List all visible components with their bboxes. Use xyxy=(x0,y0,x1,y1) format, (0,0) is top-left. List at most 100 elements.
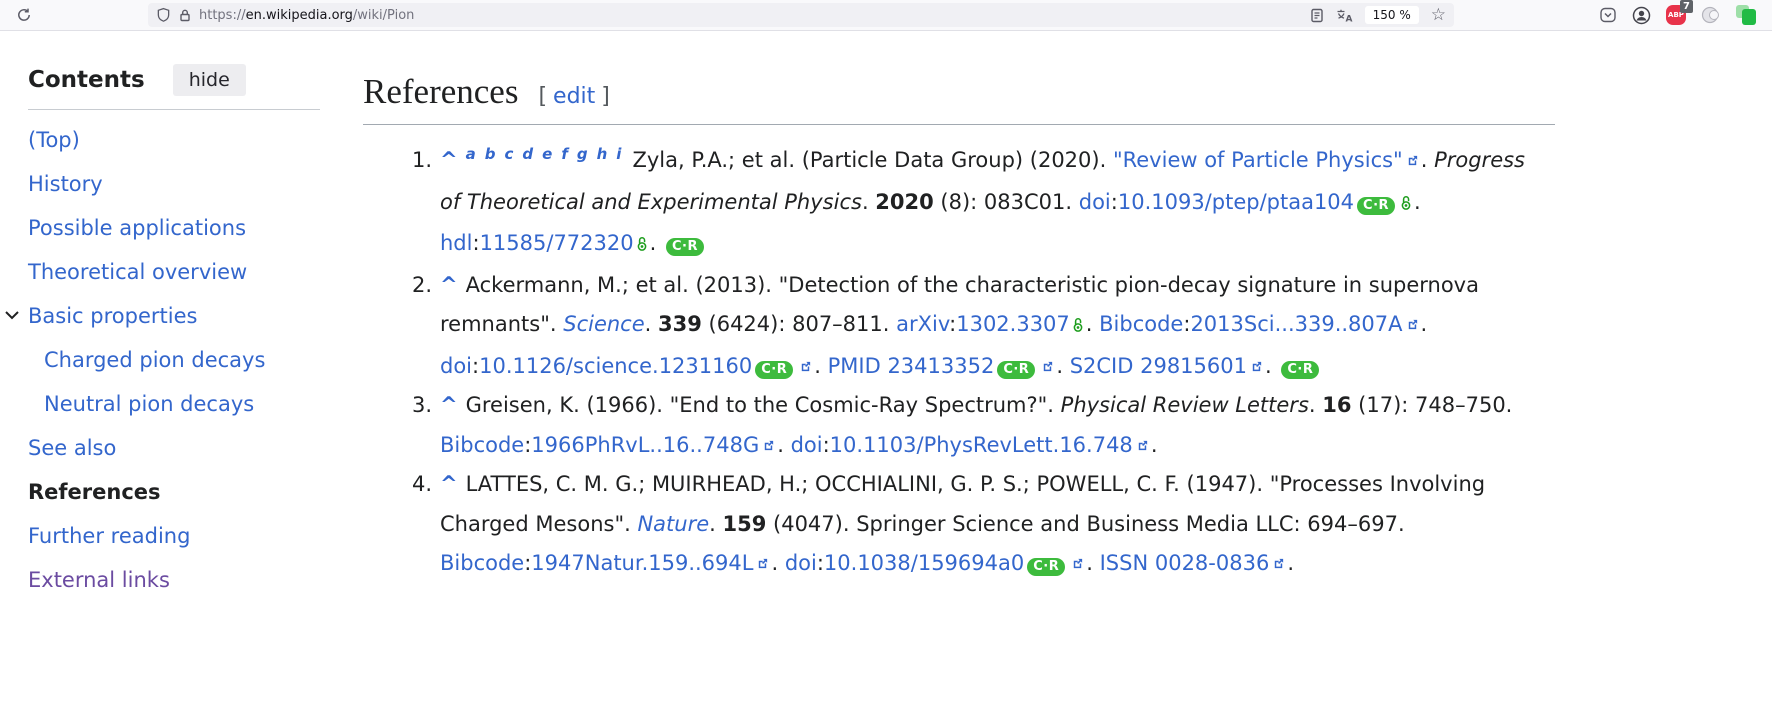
citation-link[interactable]: 29815601 xyxy=(1140,353,1247,378)
citation-link[interactable]: 1302.3307 xyxy=(956,312,1070,336)
toc-item-label: Basic properties xyxy=(28,304,198,328)
browser-toolbar: https://en.wikipedia.org/wiki/Pion A 150… xyxy=(0,0,1772,31)
backlink-caret[interactable]: ^ xyxy=(440,393,458,417)
citation-link[interactable]: S2CID xyxy=(1069,353,1134,378)
extensions-area: ABP 7 xyxy=(1599,0,1756,27)
cr-badge-icon[interactable]: C·R xyxy=(755,360,794,379)
zoom-level-button[interactable]: 150 % xyxy=(1364,6,1419,24)
citation-link[interactable]: "Review of Particle Physics" xyxy=(1112,148,1403,172)
backlink-letter[interactable]: h xyxy=(596,145,608,163)
cr-badge-icon[interactable]: C·R xyxy=(1027,558,1066,576)
backlink-letter[interactable]: d xyxy=(522,145,534,163)
citation-link[interactable]: 11585/772320 xyxy=(479,231,634,255)
lock-icon[interactable] xyxy=(178,8,192,23)
green-extension-icon[interactable] xyxy=(1736,5,1756,25)
citation-text: : xyxy=(1183,312,1191,336)
backlink-letter[interactable]: g xyxy=(576,145,588,163)
journal-link[interactable]: Science xyxy=(563,312,645,336)
citation-link[interactable]: PMID xyxy=(827,353,881,378)
citation-link[interactable]: doi xyxy=(790,432,823,457)
citation-link[interactable]: 10.1103/PhysRevLett.16.748 xyxy=(829,432,1133,457)
cr-badge-icon[interactable]: C·R xyxy=(997,360,1036,379)
backlink-caret[interactable]: ^ xyxy=(440,148,458,172)
backlink-letter[interactable]: a xyxy=(465,145,476,163)
citation-link[interactable]: 0028-0836 xyxy=(1154,551,1270,575)
cr-badge-icon[interactable]: C·R xyxy=(665,238,704,256)
hide-contents-button[interactable]: hide xyxy=(172,64,246,96)
backlink-caret[interactable]: ^ xyxy=(440,272,458,297)
toc-item-basic-properties[interactable]: Basic properties xyxy=(5,294,320,338)
toc-item-see-also[interactable]: See also xyxy=(28,426,320,470)
toc-item-possible-applications[interactable]: Possible applications xyxy=(28,206,320,250)
reload-icon[interactable] xyxy=(12,3,36,27)
shield-icon[interactable] xyxy=(156,7,171,23)
reader-mode-icon[interactable] xyxy=(1310,8,1324,23)
toc-item-further-reading[interactable]: Further reading xyxy=(28,514,320,558)
toc-item-label: References xyxy=(28,480,161,504)
toc-item-neutral-pion-decays[interactable]: Neutral pion decays xyxy=(28,382,320,426)
citation-text: . xyxy=(1086,551,1100,575)
citation-link[interactable]: doi xyxy=(1078,189,1111,214)
chevron-down-icon[interactable] xyxy=(2,305,22,330)
toc-item-history[interactable]: History xyxy=(28,162,320,206)
citation-link[interactable]: 1966PhRvL..16..748G xyxy=(531,432,760,457)
volume-number: 339 xyxy=(658,312,702,336)
citation-link[interactable]: 23413352 xyxy=(887,353,995,378)
citation-text: . xyxy=(1308,393,1323,417)
url-path: /wiki/Pion xyxy=(352,7,415,23)
citation-link[interactable]: 2013Sci...339..807A xyxy=(1190,312,1403,336)
citation-text: : xyxy=(822,432,830,457)
backlink-letter[interactable]: i xyxy=(616,145,622,163)
citation-text: . xyxy=(644,312,658,336)
reference-text: ^ a b c d e f g h i Zyla, P.A.; et al. (Particle D… xyxy=(440,141,1543,266)
adblock-plus-icon[interactable]: ABP 7 xyxy=(1666,0,1693,25)
references-list: 1. ^ a b c d e f g h i Zyla, P.A.; et al. (Particle… xyxy=(363,141,1555,584)
url-bar[interactable]: https://en.wikipedia.org/wiki/Pion A 150… xyxy=(148,3,1454,27)
svg-text:A: A xyxy=(1345,14,1352,23)
reference-text: ^ Ackermann, M.; et al. (2013). "Detectio… xyxy=(440,266,1543,387)
external-link-icon xyxy=(756,544,769,584)
cr-badge-icon[interactable]: C·R xyxy=(1281,360,1320,379)
bookmark-star-icon[interactable]: ☆ xyxy=(1430,5,1446,25)
citation-link[interactable]: 10.1038/159694a0 xyxy=(823,551,1025,575)
cr-badge-icon[interactable]: C·R xyxy=(1357,196,1396,215)
citation-link[interactable]: 10.1093/ptep/ptaa104 xyxy=(1117,189,1355,214)
citation-text: . xyxy=(1414,189,1421,214)
citation-link[interactable]: Bibcode xyxy=(440,551,525,575)
journal-link[interactable]: Nature xyxy=(637,511,710,536)
toc-item-label: External links xyxy=(28,568,170,592)
citation-text: : xyxy=(472,353,480,378)
toc-item-charged-pion-decays[interactable]: Charged pion decays xyxy=(28,338,320,382)
citation-link[interactable]: Bibcode xyxy=(440,432,525,457)
citation-link[interactable]: 10.1126/science.1231160 xyxy=(479,353,753,378)
toc-item-label: See also xyxy=(28,436,117,460)
citation-link[interactable]: ISSN xyxy=(1099,551,1149,575)
translate-icon[interactable]: A xyxy=(1336,8,1353,23)
contents-divider xyxy=(28,109,320,110)
citation-link[interactable]: 1947Natur.159..694L xyxy=(531,551,754,575)
citation-link[interactable]: doi xyxy=(784,551,817,575)
citation-text: . xyxy=(1264,353,1279,378)
citation-link[interactable]: arXiv xyxy=(896,312,950,336)
citation-link[interactable]: doi xyxy=(440,353,473,378)
pocket-icon[interactable] xyxy=(1599,6,1617,24)
backlink-letter[interactable]: e xyxy=(542,145,553,163)
citation-text: Ackermann, M.; et al. (2013). "Detection… xyxy=(440,272,1479,337)
backlink-letter[interactable]: f xyxy=(561,145,568,163)
heading-rule xyxy=(363,124,1555,125)
citation-text: . xyxy=(771,551,785,575)
citation-link[interactable]: hdl xyxy=(440,231,473,255)
toc-item-external-links[interactable]: External links xyxy=(28,558,320,602)
account-icon[interactable] xyxy=(1632,6,1651,25)
gray-extension-icon[interactable] xyxy=(1701,5,1721,25)
backlink-caret[interactable]: ^ xyxy=(440,472,458,496)
backlink-letter[interactable]: c xyxy=(504,145,514,163)
citation-text: (17): 748–750. xyxy=(1351,393,1513,417)
citation-link[interactable]: Bibcode xyxy=(1099,312,1184,336)
edit-link[interactable]: edit xyxy=(553,84,596,109)
backlink-letter[interactable]: b xyxy=(484,145,496,163)
toc-item-theoretical-overview[interactable]: Theoretical overview xyxy=(28,250,320,294)
toc-item-label: (Top) xyxy=(28,128,80,152)
toc-item-label: Theoretical overview xyxy=(28,260,248,284)
toc-item-top[interactable]: (Top) xyxy=(28,118,320,162)
